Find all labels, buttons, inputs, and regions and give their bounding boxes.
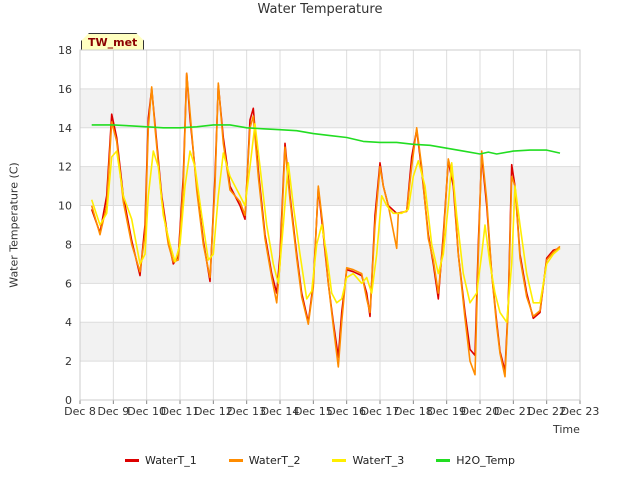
legend-label: WaterT_2	[248, 454, 301, 467]
x-tick-label: Dec 9	[97, 405, 129, 418]
grid-band	[80, 361, 580, 400]
legend: WaterT_1 WaterT_2 WaterT_3 H2O_Temp	[0, 454, 640, 467]
x-tick-label: Dec 16	[327, 405, 366, 418]
y-tick-label: 4	[65, 316, 72, 329]
legend-item: WaterT_3	[332, 454, 404, 467]
legend-item: WaterT_1	[125, 454, 197, 467]
y-tick-label: 8	[65, 238, 72, 251]
x-tick-label: Dec 12	[194, 405, 233, 418]
legend-swatch	[436, 459, 451, 462]
chart-title: Water Temperature	[257, 2, 383, 17]
x-tick-label: Dec 11	[161, 405, 200, 418]
y-tick-label: 6	[65, 277, 72, 290]
x-tick-label: Dec 23	[561, 405, 600, 418]
x-tick-label: Dec 21	[494, 405, 533, 418]
x-tick-label: Dec 14	[261, 405, 300, 418]
annotation-badge: TW_met	[81, 33, 144, 52]
x-tick-label: Dec 8	[64, 405, 96, 418]
grid-band	[80, 127, 580, 167]
x-tick-label: Dec 13	[227, 405, 266, 418]
y-tick-label: 12	[58, 161, 72, 174]
legend-label: WaterT_3	[352, 454, 405, 467]
y-tick-label: 18	[58, 44, 72, 57]
plot-frame	[79, 49, 581, 401]
y-tick-label: 16	[58, 83, 72, 96]
y-tick-label: 14	[58, 122, 72, 135]
grid-band	[80, 166, 580, 206]
y-tick-label: 10	[58, 200, 72, 213]
x-tick-label: Dec 19	[427, 405, 466, 418]
x-tick-label: Dec 17	[361, 405, 400, 418]
series-line-h2o-temp	[91, 124, 561, 155]
x-tick-label: Dec 20	[461, 405, 500, 418]
legend-label: WaterT_1	[145, 454, 197, 467]
y-tick-label: 0	[65, 394, 72, 407]
series-line-watert-2	[90, 72, 561, 378]
grid-band	[80, 50, 580, 89]
legend-swatch	[125, 459, 140, 462]
series-line-watert-3	[90, 123, 561, 323]
grid-band	[80, 205, 580, 245]
x-axis-label: Time	[553, 423, 580, 436]
legend-item: WaterT_2	[228, 454, 301, 467]
legend-label: H2O_Temp	[456, 454, 515, 467]
legend-swatch	[228, 459, 243, 462]
x-tick-label: Dec 10	[127, 405, 166, 418]
x-tick-label: Dec 22	[527, 405, 566, 418]
grid-band	[80, 88, 580, 128]
y-tick-label: 2	[65, 355, 72, 368]
x-tick-label: Dec 15	[294, 405, 333, 418]
x-tick-label: Dec 18	[394, 405, 433, 418]
legend-item: H2O_Temp	[436, 454, 515, 467]
legend-swatch	[332, 459, 347, 462]
